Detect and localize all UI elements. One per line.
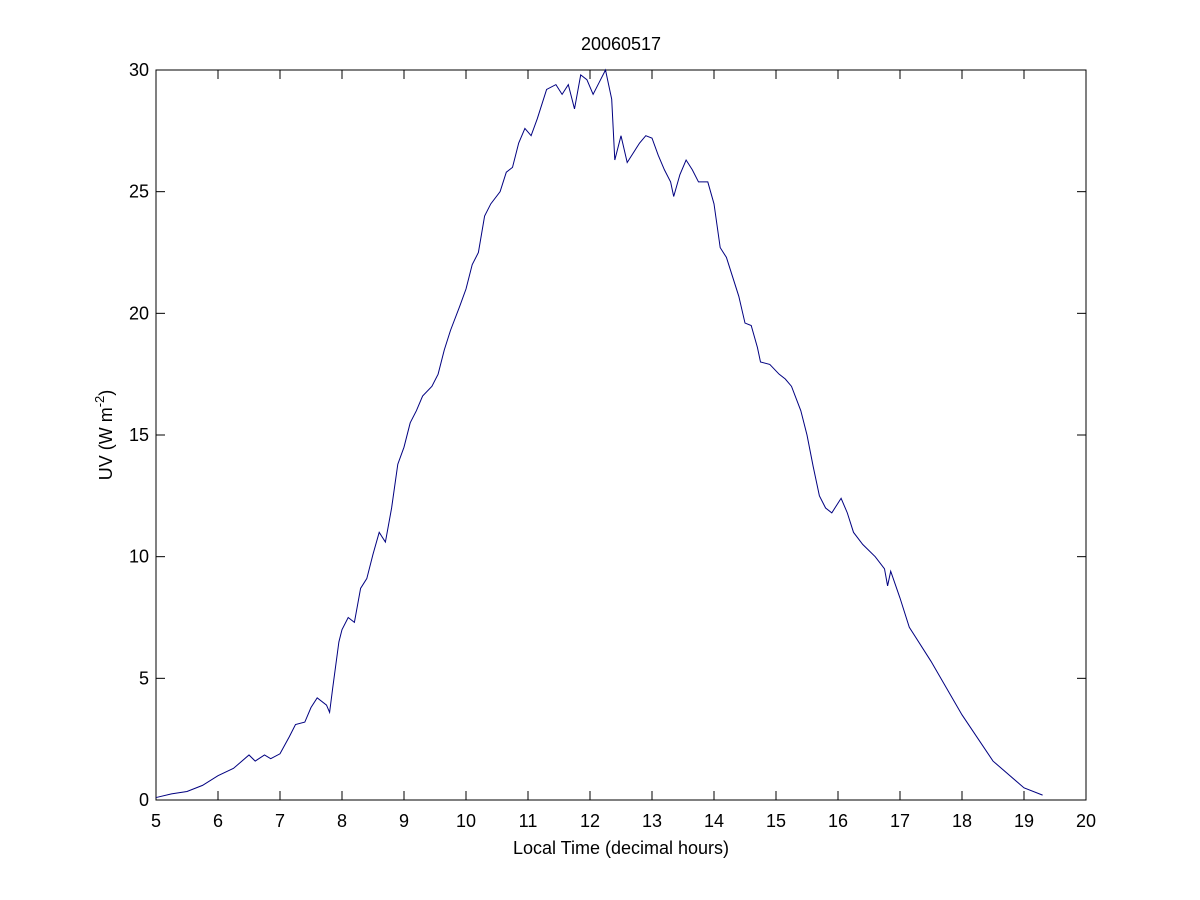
- y-tick-label: 10: [129, 547, 149, 567]
- x-tick-label: 14: [704, 811, 724, 831]
- data-line: [155, 68, 1043, 799]
- y-axis-label-close: ): [96, 390, 116, 396]
- x-tick-label: 7: [275, 811, 285, 831]
- x-tick-label: 11: [519, 811, 538, 831]
- x-tick-label: 9: [399, 811, 409, 831]
- x-tick-label: 15: [766, 811, 786, 831]
- x-tick-label: 8: [337, 811, 347, 831]
- x-tick-label: 19: [1014, 811, 1034, 831]
- x-tick-label: 18: [952, 811, 972, 831]
- x-tick-label: 13: [642, 811, 662, 831]
- x-tick-label: 17: [890, 811, 910, 831]
- x-tick-label: 5: [151, 811, 161, 831]
- y-tick-label: 0: [139, 790, 149, 810]
- y-axis-label-text: UV (W m: [96, 407, 116, 480]
- x-tick-label: 10: [456, 811, 476, 831]
- y-tick-label: 15: [129, 425, 149, 445]
- y-tick-label: 25: [129, 182, 149, 202]
- y-tick-label: 5: [139, 668, 149, 688]
- chart-title: 20060517: [581, 34, 661, 54]
- x-tick-label: 20: [1076, 811, 1096, 831]
- x-tick-label: 16: [828, 811, 848, 831]
- x-axis-label: Local Time (decimal hours): [513, 838, 729, 858]
- y-tick-label: 30: [129, 60, 149, 80]
- x-tick-label: 6: [213, 811, 223, 831]
- y-axis-label-sup: -2: [92, 396, 107, 408]
- y-tick-label: 20: [129, 303, 149, 323]
- x-tick-label: 12: [580, 811, 600, 831]
- y-axis-label: UV (W m-2): [92, 390, 116, 481]
